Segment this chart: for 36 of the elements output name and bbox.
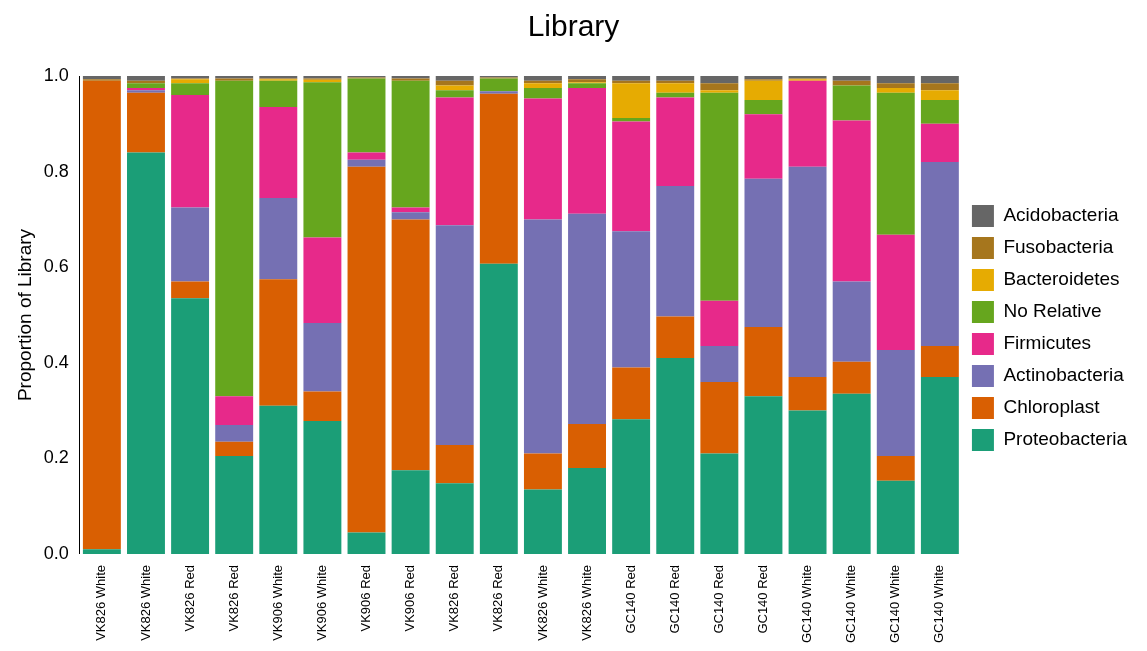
x-tick-label: VK826 Red [181,564,197,632]
y-axis-title: Proportion of Library [13,228,35,402]
y-tick-label: 0.0 [43,542,69,563]
x-tick-label: GC140 White [887,564,903,644]
x-tick-label: GC140 White [843,564,859,644]
x-tick-label: VK826 Red [490,564,506,632]
legend-label: Acidobacteria [1003,204,1119,226]
legend-label: Actinobacteria [1003,364,1125,386]
x-tick-label: GC140 Red [622,564,638,634]
x-tick-label: GC140 Red [710,564,726,634]
legend-label: No Relative [1003,300,1102,322]
x-tick-label: VK906 White [313,564,329,641]
y-tick-label: 0.2 [43,447,69,468]
x-tick-label: GC140 Red [755,564,771,634]
y-tick-label: 0.6 [43,256,69,277]
x-tick-label: VK826 White [137,564,153,641]
y-tick-label: 1.0 [43,64,69,85]
x-tick-label: VK906 Red [358,564,374,632]
x-tick-label: VK906 White [269,564,285,641]
x-tick-label: VK826 White [93,564,109,641]
x-tick-label: GC140 White [799,564,815,644]
x-tick-label: GC140 Red [666,564,682,634]
x-tick-label: GC140 White [931,564,947,644]
legend-label: Firmicutes [1003,332,1092,354]
y-tick-label: 0.4 [43,351,69,372]
x-tick-label: VK826 Red [446,564,462,632]
legend-label: Proteobacteria [1003,428,1128,450]
chart-title: Library [527,9,620,43]
x-tick-label: VK906 Red [402,564,418,632]
legend-label: Chloroplast [1003,396,1101,418]
x-tick-label: VK826 White [534,564,550,641]
x-tick-label: VK826 White [578,564,594,641]
legend-label: Bacteroidetes [1003,268,1120,290]
y-tick-label: 0.8 [43,160,69,181]
legend-label: Fusobacteria [1003,236,1114,258]
x-tick-label: VK826 Red [225,564,241,632]
